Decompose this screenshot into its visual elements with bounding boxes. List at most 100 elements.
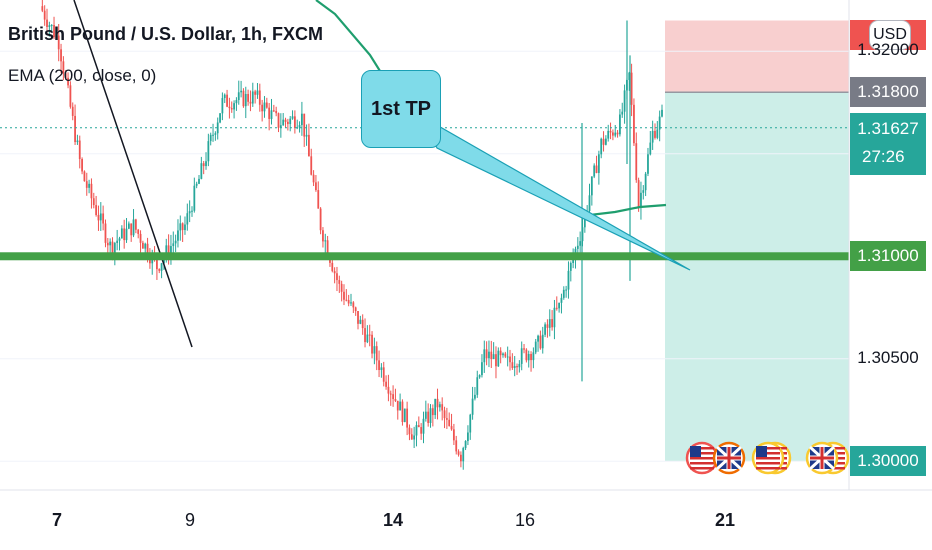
candle-body: [62, 61, 65, 74]
candle-body: [85, 181, 88, 188]
candle-body: [261, 104, 264, 112]
candle-body: [614, 132, 617, 136]
candle-body: [438, 404, 441, 408]
candle-body: [658, 116, 661, 130]
us-flag-icon[interactable]: [685, 441, 719, 475]
candle-body: [317, 190, 320, 209]
price-value: 1.30500: [857, 347, 919, 367]
candle-body: [125, 228, 128, 241]
candle-body: [392, 394, 394, 400]
candle-body: [99, 213, 102, 221]
candle-body: [481, 362, 483, 376]
candle-body: [611, 132, 614, 136]
candle-body: [441, 404, 444, 411]
currency-button[interactable]: USD: [869, 20, 911, 50]
candle-body: [595, 165, 598, 173]
candle-body: [651, 130, 654, 143]
support-line: [0, 252, 849, 261]
price-marker-label[interactable]: 1.30000: [850, 446, 926, 477]
candle-body: [41, 6, 44, 11]
candle-body: [160, 263, 163, 271]
candle-body: [558, 302, 561, 309]
candle-body: [263, 102, 266, 112]
candle-body: [544, 324, 546, 335]
candle-body: [476, 377, 479, 395]
uk-flag-icon[interactable]: [805, 441, 839, 475]
price-value: 1.31800: [857, 82, 919, 102]
candle-body: [343, 291, 345, 300]
candle-body: [537, 335, 539, 342]
price-marker-label[interactable]: 1.31000: [850, 241, 926, 272]
candle-body: [172, 243, 175, 247]
candle-body: [452, 429, 455, 441]
candle-body: [221, 98, 224, 114]
price-marker-label[interactable]: 1.31800: [850, 77, 926, 108]
candle-body: [118, 238, 121, 241]
bar-countdown: 27:26: [862, 146, 905, 166]
price-tick-label[interactable]: 1.30500: [850, 348, 926, 368]
candle-body: [345, 299, 348, 301]
chart-title: British Pound / U.S. Dollar, 1h, FXCM: [8, 24, 324, 44]
candle-body: [427, 411, 430, 424]
candle-body: [137, 229, 140, 234]
candle-body: [113, 243, 116, 254]
candle-body: [492, 354, 495, 360]
candle-body: [165, 245, 168, 258]
first-tp-callout[interactable]: 1st TP: [361, 70, 441, 148]
candle-body: [504, 353, 507, 357]
candle-body: [67, 77, 69, 86]
candle-body: [647, 154, 649, 174]
candle-body: [534, 341, 537, 353]
ema-indicator-label[interactable]: EMA (200, close, 0): [8, 66, 157, 85]
candle-body: [548, 319, 551, 328]
candle-body: [644, 173, 647, 191]
candle-body: [214, 133, 217, 135]
candle-body: [600, 138, 603, 155]
candle-body: [123, 228, 126, 241]
candle-body: [424, 411, 427, 419]
trend-line: [73, 0, 193, 348]
candle-body: [649, 142, 652, 155]
economic-events[interactable]: [685, 441, 850, 475]
candle-body: [460, 454, 462, 462]
candle-body: [350, 302, 352, 304]
candle-body: [590, 176, 593, 196]
candle-body: [130, 223, 133, 236]
price-tick-label[interactable]: 1.32000: [850, 40, 926, 60]
candle-body: [553, 307, 556, 328]
candle-body: [219, 113, 221, 123]
candle-body: [525, 349, 528, 361]
candle-body: [413, 435, 416, 440]
candle-body: [385, 381, 387, 387]
candle-body: [111, 241, 114, 254]
candle-body: [511, 362, 514, 368]
candle-body: [387, 386, 390, 394]
candle-body: [46, 19, 48, 27]
candle-body: [53, 25, 55, 38]
uk-flag-icon[interactable]: [712, 441, 746, 475]
candle-body: [380, 367, 383, 371]
time-tick-label: 21: [714, 510, 736, 530]
candle-body: [205, 161, 207, 167]
candle-body: [230, 108, 233, 110]
candle-body: [106, 242, 109, 246]
candle-body: [144, 243, 147, 249]
candle-body: [57, 35, 60, 50]
candle-body: [513, 366, 516, 368]
candle-body: [588, 195, 591, 212]
candle-body: [305, 134, 308, 137]
candle-body: [455, 440, 458, 452]
current-price-label[interactable]: 1.31627: [850, 112, 926, 175]
candle-body: [256, 90, 259, 95]
candle-body: [415, 425, 418, 436]
candle-body: [279, 125, 282, 128]
candle-body: [109, 241, 112, 246]
candle-body: [228, 106, 231, 109]
candle-body: [298, 125, 301, 128]
us-flag-icon[interactable]: [751, 441, 785, 475]
candle-body: [170, 246, 172, 257]
candle-body: [408, 427, 411, 435]
candle-body: [69, 85, 72, 107]
